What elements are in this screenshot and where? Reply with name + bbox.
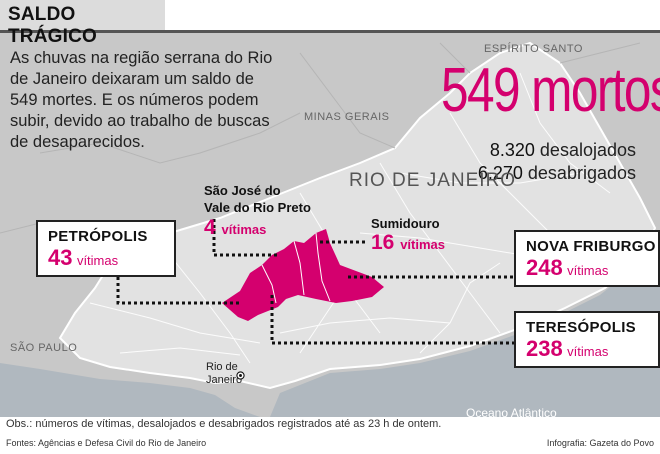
nova-friburgo-box: NOVA FRIBURGO 248 vítimas [514,230,660,287]
footer-obs: Obs.: números de vítimas, desalojados e … [6,418,442,430]
petropolis-name: PETRÓPOLIS [48,228,148,245]
teresopolis-box: TERESÓPOLIS 238 vítimas [514,311,660,368]
leader-teresopolis [270,295,516,345]
rio-city-label: Rio de Janeiro [206,361,242,387]
intro-text: As chuvas na região serrana do Rio de Ja… [10,49,273,151]
leader-petropolis [116,271,240,305]
affected-region [222,229,384,321]
sumidouro-count: 16 vítimas [371,231,445,255]
sumidouro-name: Sumidouro [371,216,440,231]
sao-jose-count: 4 vítimas [204,216,266,240]
footer-credit: Infografia: Gazeta do Povo [546,438,654,448]
title-bar: SALDO TRÁGICO [0,0,660,47]
rio-city-line1: Rio de [206,361,238,373]
teresopolis-unit: vítimas [567,344,609,359]
label-minas-gerais: MINAS GERAIS [304,111,390,123]
sao-jose-name-line1: São José do [204,183,281,198]
nova-friburgo-name: NOVA FRIBURGO [526,238,656,255]
map-svg [0,41,660,417]
sao-jose-value: 4 [204,216,216,239]
nova-friburgo-value: 248 [526,255,563,280]
leader-sao-jose [212,219,280,257]
homeless-stat: 6.270 desabrigados [478,163,636,184]
sao-jose-unit: vítimas [221,222,267,237]
map-area [0,33,660,417]
rio-city-line2: Janeiro [206,374,243,386]
ocean-label: Oceano Atlântico [466,406,557,420]
ocean-area [270,233,660,417]
affected-borders [261,232,331,304]
title-box: SALDO TRÁGICO [0,0,165,47]
label-sao-paulo: SÃO PAULO [10,342,78,354]
page-title: SALDO TRÁGICO [8,4,98,47]
sao-jose-name-line2: Vale do Rio Preto [204,200,311,215]
guanabara-bay [0,363,260,417]
displaced-stat: 8.320 desalojados [490,140,636,161]
petropolis-box: PETRÓPOLIS 43 vítimas [36,220,176,277]
label-espirito-santo: ESPÍRITO SANTO [484,43,583,55]
sao-jose-name: São José do Vale do Rio Preto [204,182,311,216]
homeless-label: desabrigados [527,163,636,183]
teresopolis-value: 238 [526,336,563,361]
homeless-value: 6.270 [477,163,523,183]
displaced-label: desalojados [539,140,636,160]
displaced-value: 8.320 [489,140,535,160]
footer-area [0,417,660,454]
sumidouro-unit: vítimas [400,237,446,252]
leader-lines [116,219,516,345]
teresopolis-name: TERESÓPOLIS [526,319,636,336]
petropolis-unit: vítimas [76,253,119,268]
sumidouro-value: 16 [371,231,395,254]
petropolis-value: 43 [48,245,73,270]
total-deaths: 549 mortos [441,56,660,125]
footer-sources: Fontes: Agências e Defesa Civil do Rio d… [6,438,207,448]
label-rio-de-janeiro-state: RIO DE JANEIRO [349,170,517,191]
nova-friburgo-unit: vítimas [567,263,609,278]
capital-marker-icon [236,371,245,380]
